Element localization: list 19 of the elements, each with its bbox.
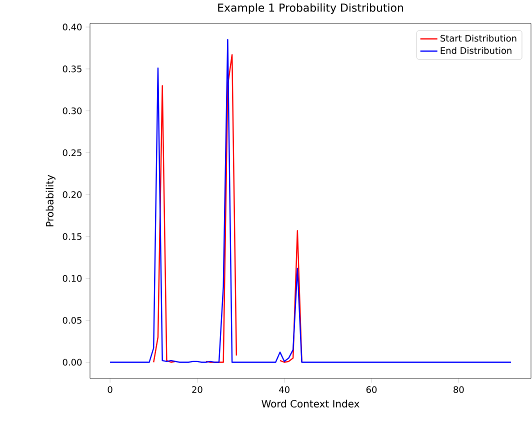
y-tick-label: 0.00 (62, 358, 82, 366)
y-axis-title: Probability (46, 174, 56, 226)
legend-label: End Distribution (440, 46, 512, 54)
y-tick-label: 0.15 (62, 232, 82, 240)
x-tick-label: 40 (279, 386, 290, 393)
chart-title: Example 1 Probability Distribution (218, 3, 404, 14)
y-tick-label: 0.10 (62, 274, 82, 282)
legend-label: Start Distribution (440, 34, 516, 42)
y-tick-label: 0.35 (62, 65, 82, 72)
y-tick-label: 0.30 (62, 107, 82, 114)
x-axis-title: Word Context Index (262, 400, 360, 408)
x-tick-label: 0 (108, 386, 112, 393)
y-tick-label: 0.40 (62, 23, 82, 30)
y-tick-label: 0.25 (62, 149, 82, 156)
y-tick-label: 0.20 (62, 191, 82, 198)
x-tick-label: 80 (454, 386, 464, 393)
x-tick-label: 60 (366, 386, 377, 393)
x-tick-label: 20 (192, 386, 202, 393)
y-tick-label: 0.05 (62, 316, 82, 324)
